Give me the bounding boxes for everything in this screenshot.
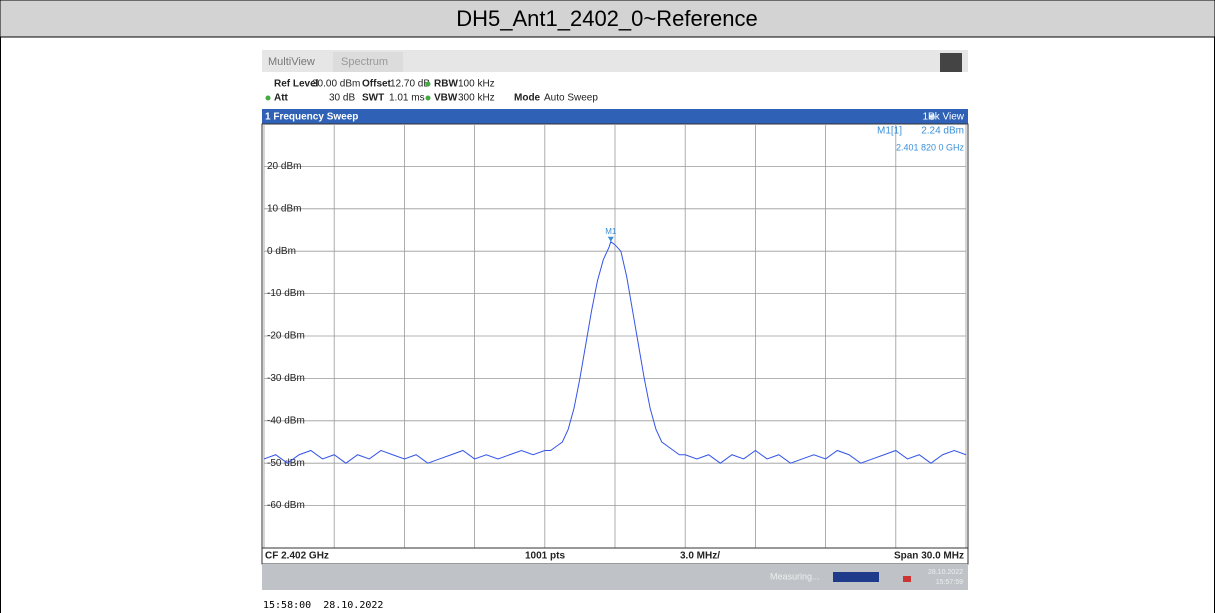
plot: 20 dBm 10 dBm 0 dBm -10 dBm -20 dBm -30 dBm -4… — [263, 124, 967, 548]
indicator — [425, 81, 431, 87]
span: Span 30.0 MHz — [894, 551, 964, 562]
trace — [263, 240, 967, 464]
tab[interactable]: Spectrum — [341, 56, 388, 68]
division: 3.0 MHz/ — [680, 551, 720, 562]
setting-value: 30.00 dBm — [312, 79, 360, 90]
y-tick-label: 10 dBm — [267, 203, 301, 214]
setting-value: 1.01 ms — [389, 93, 425, 104]
indicator — [425, 95, 431, 101]
setting-value: 100 kHz — [458, 79, 495, 90]
marker — [607, 236, 614, 242]
marker-name: M1 — [605, 227, 617, 236]
setting-value: 30 dB — [329, 93, 355, 104]
y-tick-label: -20 dBm — [267, 331, 305, 342]
setting-value: 300 kHz — [458, 93, 495, 104]
y-tick-label: -30 dBm — [267, 373, 305, 384]
setting-name: Ref Level — [274, 79, 319, 90]
status-time: 15:57:59 — [936, 579, 963, 586]
title-band — [0, 0, 1215, 38]
y-tick-label: 0 dBm — [267, 246, 296, 257]
y-tick-label: -50 dBm — [267, 458, 305, 469]
window-title: 1 Frequency Sweep — [265, 112, 358, 123]
marker-readout-name: M1[1] — [877, 126, 902, 137]
setting-value: 12.70 dB — [390, 79, 430, 90]
view-icon — [929, 114, 935, 120]
setting-name: SWT — [362, 93, 384, 104]
menu-button[interactable] — [940, 53, 962, 72]
indicator — [265, 95, 271, 101]
network-icon — [903, 576, 911, 582]
y-tick-label: -60 dBm — [267, 500, 305, 511]
status: Measuring... — [770, 571, 820, 581]
y-tick-label: 20 dBm — [267, 161, 301, 172]
setting-name: Mode — [514, 93, 541, 104]
tab-bar — [262, 50, 968, 72]
page-title: DH5_Ant1_2402_0~Reference — [456, 6, 758, 31]
setting-name: Att — [274, 93, 289, 104]
setting-name: RBW — [434, 79, 458, 90]
progress — [833, 572, 879, 582]
y-tick-label: -40 dBm — [267, 415, 305, 426]
y-tick-label: -10 dBm — [267, 288, 305, 299]
marker-readout-frequency: 2.401 820 0 GHz — [896, 142, 965, 152]
window-bar — [262, 109, 968, 124]
tab[interactable]: MultiView — [268, 56, 315, 68]
timestamp: 15:58:00 28.10.2022 — [263, 600, 383, 611]
setting-value: Auto Sweep — [544, 93, 598, 104]
points: 1001 pts — [525, 551, 565, 562]
settings-panel — [262, 72, 968, 109]
center-frequency: CF 2.402 GHz — [265, 551, 329, 562]
tab-bg — [333, 52, 403, 72]
status-date: 28.10.2022 — [928, 569, 963, 576]
footer-bar — [261, 547, 969, 565]
setting-name: Offset — [362, 79, 392, 90]
marker-readout-value: 2.24 dBm — [921, 126, 964, 137]
setting-name: VBW — [434, 93, 458, 104]
view-label: 1Pk View — [922, 112, 964, 123]
